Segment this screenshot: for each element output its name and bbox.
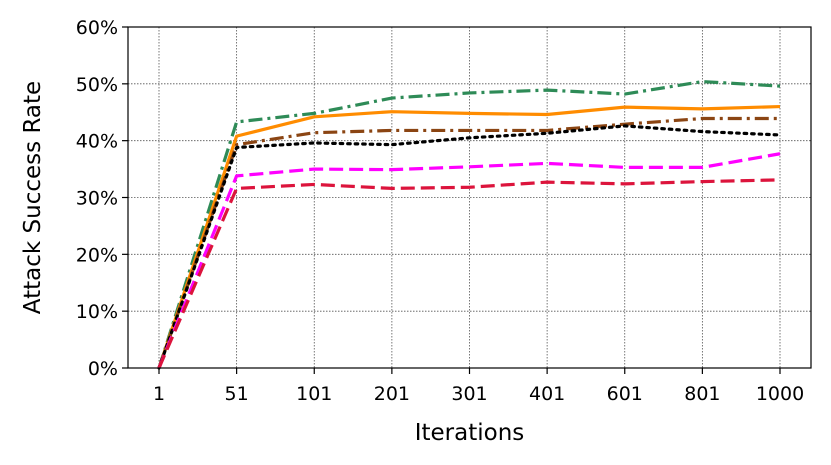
series-line-4 (157, 124, 782, 370)
x-tick-label: 601 (607, 383, 643, 405)
y-tick-label: 0% (88, 358, 118, 380)
x-tick-label: 201 (374, 383, 410, 405)
series-lines (157, 79, 782, 370)
y-tick-label: 60% (76, 17, 118, 39)
x-axis-title: Iterations (415, 420, 525, 446)
y-tick-label: 30% (76, 188, 118, 210)
series-line-6 (157, 178, 781, 369)
series-line-3 (157, 116, 780, 369)
y-tick-label: 10% (76, 301, 118, 323)
y-axis-title: Attack Success Rate (20, 81, 46, 314)
x-tick-label: 1000 (756, 383, 804, 405)
series-line-5 (157, 152, 781, 369)
y-tick-label: 50% (76, 74, 118, 96)
x-tick-label: 101 (296, 383, 332, 405)
y-tick-label: 20% (76, 244, 118, 266)
series-line-2 (157, 104, 781, 369)
series-line-1 (157, 79, 781, 369)
grid-lines (128, 26, 811, 369)
axis-ticks: 0% 10% 20% 30% 40% 50% 60% 1 51 101 201 301 401 601 80… (76, 17, 804, 405)
x-tick-label: 301 (451, 383, 487, 405)
x-tick-label: 51 (225, 383, 249, 405)
y-tick-label: 40% (76, 131, 118, 153)
x-tick-label: 801 (684, 383, 720, 405)
x-tick-label: 401 (529, 383, 565, 405)
x-tick-label: 1 (153, 383, 165, 405)
